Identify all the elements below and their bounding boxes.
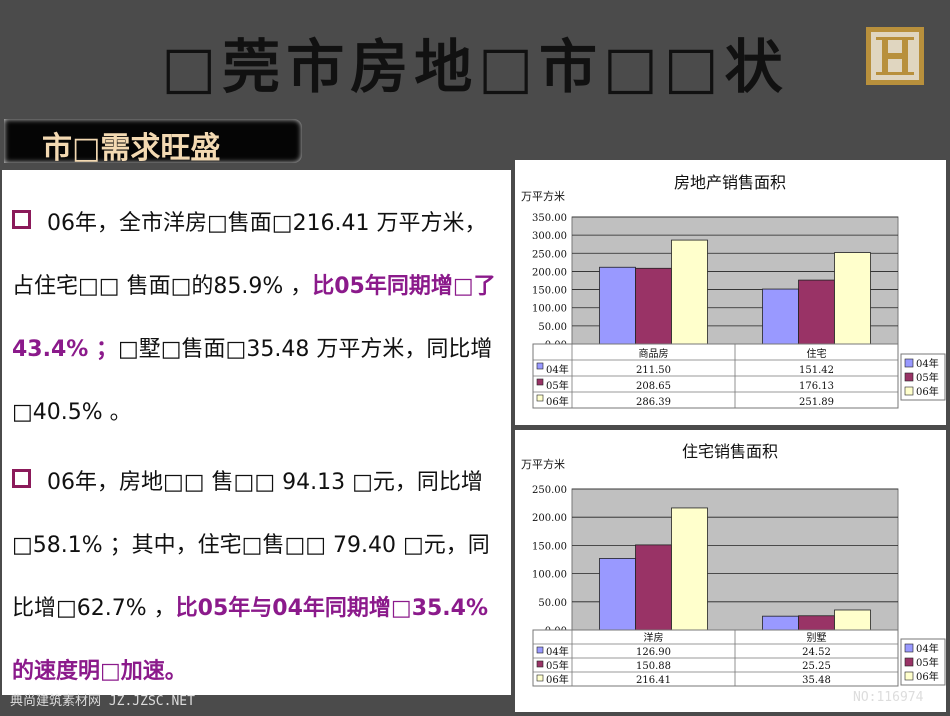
table-series-label: 06年 xyxy=(546,395,569,408)
bullet-square-icon xyxy=(12,469,31,488)
bar xyxy=(762,615,799,631)
legend-swatch xyxy=(904,643,914,653)
y-tick-label: 50.00 xyxy=(538,598,567,609)
category-label: 住宅 xyxy=(807,347,827,360)
bar xyxy=(671,507,708,631)
y-tick-label: 300.00 xyxy=(532,231,567,242)
chart-ylabel: 万平方米 xyxy=(521,457,565,471)
bullet-square-icon xyxy=(12,210,31,229)
footer-id: NO:116974 xyxy=(853,690,924,705)
y-tick-label: 100.00 xyxy=(532,570,567,581)
legend-label: 05年 xyxy=(916,371,939,384)
table-legend-swatch xyxy=(536,660,544,668)
legend-swatch xyxy=(904,372,914,382)
bar xyxy=(599,558,636,631)
table-series-label: 04年 xyxy=(546,363,569,376)
data-label: 211.50 xyxy=(636,365,671,376)
y-tick-label: 100.00 xyxy=(532,304,567,315)
paragraph-1: 06年，全市洋房□售面□216.41 万平方米，占住宅□□ 售面□的85.9% … xyxy=(12,210,496,425)
bar xyxy=(599,266,636,345)
y-tick-label: 200.00 xyxy=(532,513,567,524)
bar xyxy=(798,279,835,345)
bar xyxy=(798,615,835,631)
paragraph-2: 06年，房地□□ 售□□ 94.13 □元，同比增□58.1% ；其中，住宅□售… xyxy=(12,469,490,684)
bar xyxy=(762,288,799,345)
data-label: 251.89 xyxy=(799,397,834,408)
chart-panel-2: 住宅销售面积万平方米0.0050.00100.00150.00200.00250… xyxy=(515,430,946,712)
table-series-label: 05年 xyxy=(546,379,569,392)
data-label: 151.42 xyxy=(799,365,834,376)
legend-swatch xyxy=(904,657,914,667)
chart-ylabel: 万平方米 xyxy=(521,189,565,203)
bar xyxy=(635,544,672,631)
chart-panel-1: 房地产销售面积万平方米0.0050.00100.00150.00200.0025… xyxy=(515,160,946,425)
data-label: 24.52 xyxy=(802,647,831,658)
page-title: □莞市房地□市□□状 xyxy=(161,33,789,101)
table-series-label: 04年 xyxy=(546,645,569,658)
logo-mark-icon xyxy=(876,37,914,75)
data-label: 35.48 xyxy=(802,675,831,686)
legend-label: 06年 xyxy=(916,670,939,683)
table-series-label: 05年 xyxy=(546,659,569,672)
y-tick-label: 150.00 xyxy=(532,541,567,552)
bar xyxy=(671,239,708,345)
chart-sales-area: 房地产销售面积万平方米0.0050.00100.00150.00200.0025… xyxy=(521,173,946,409)
data-label: 150.88 xyxy=(636,661,671,672)
data-label: 176.13 xyxy=(799,381,834,392)
bar xyxy=(834,252,871,345)
legend-swatch xyxy=(904,358,914,368)
y-tick-label: 250.00 xyxy=(532,485,567,496)
table-legend-swatch xyxy=(536,394,544,402)
table-legend-swatch xyxy=(536,674,544,682)
data-label: 25.25 xyxy=(802,661,831,672)
section-tag: 市□需求旺盛 xyxy=(4,119,302,166)
section-tag-label: 市□需求旺盛 xyxy=(42,131,221,166)
paragraph-2-highlight: 比05年与04年同期增□35.4% 的速度明□加速。 xyxy=(12,596,489,684)
category-label: 商品房 xyxy=(639,347,669,360)
data-label: 286.39 xyxy=(636,397,671,408)
y-tick-label: 250.00 xyxy=(532,249,567,260)
table-legend-swatch xyxy=(536,378,544,386)
category-label: 别墅 xyxy=(807,632,827,644)
data-label: 216.41 xyxy=(636,675,671,686)
bar xyxy=(834,609,871,631)
table-legend-swatch xyxy=(536,362,544,370)
legend-swatch xyxy=(904,386,914,396)
legend-label: 06年 xyxy=(916,385,939,398)
chart-title: 房地产销售面积 xyxy=(674,173,786,192)
data-label: 208.65 xyxy=(636,381,671,392)
data-label: 126.90 xyxy=(636,647,671,658)
legend-label: 05年 xyxy=(916,656,939,669)
paragraph-1-highlight: 比05年同期增□了43.4% ； xyxy=(12,274,496,362)
legend-label: 04年 xyxy=(916,357,939,370)
text-panel: 06年，全市洋房□售面□216.41 万平方米，占住宅□□ 售面□的85.9% … xyxy=(2,170,511,695)
table-series-label: 06年 xyxy=(546,673,569,686)
y-tick-label: 150.00 xyxy=(532,286,567,297)
y-tick-label: 200.00 xyxy=(532,267,567,278)
footer-watermark: 典尚建筑素材网 JZ.JZSC.NET xyxy=(10,694,195,709)
chart-title: 住宅销售面积 xyxy=(682,442,778,461)
legend-label: 04年 xyxy=(916,642,939,655)
bar xyxy=(635,267,672,345)
y-tick-label: 350.00 xyxy=(532,213,567,224)
brand-logo xyxy=(866,27,924,85)
legend-swatch xyxy=(904,671,914,681)
chart-residential-area: 住宅销售面积万平方米0.0050.00100.00150.00200.00250… xyxy=(521,442,946,687)
y-tick-label: 50.00 xyxy=(538,322,567,333)
category-label: 洋房 xyxy=(644,631,664,644)
table-legend-swatch xyxy=(536,646,544,654)
